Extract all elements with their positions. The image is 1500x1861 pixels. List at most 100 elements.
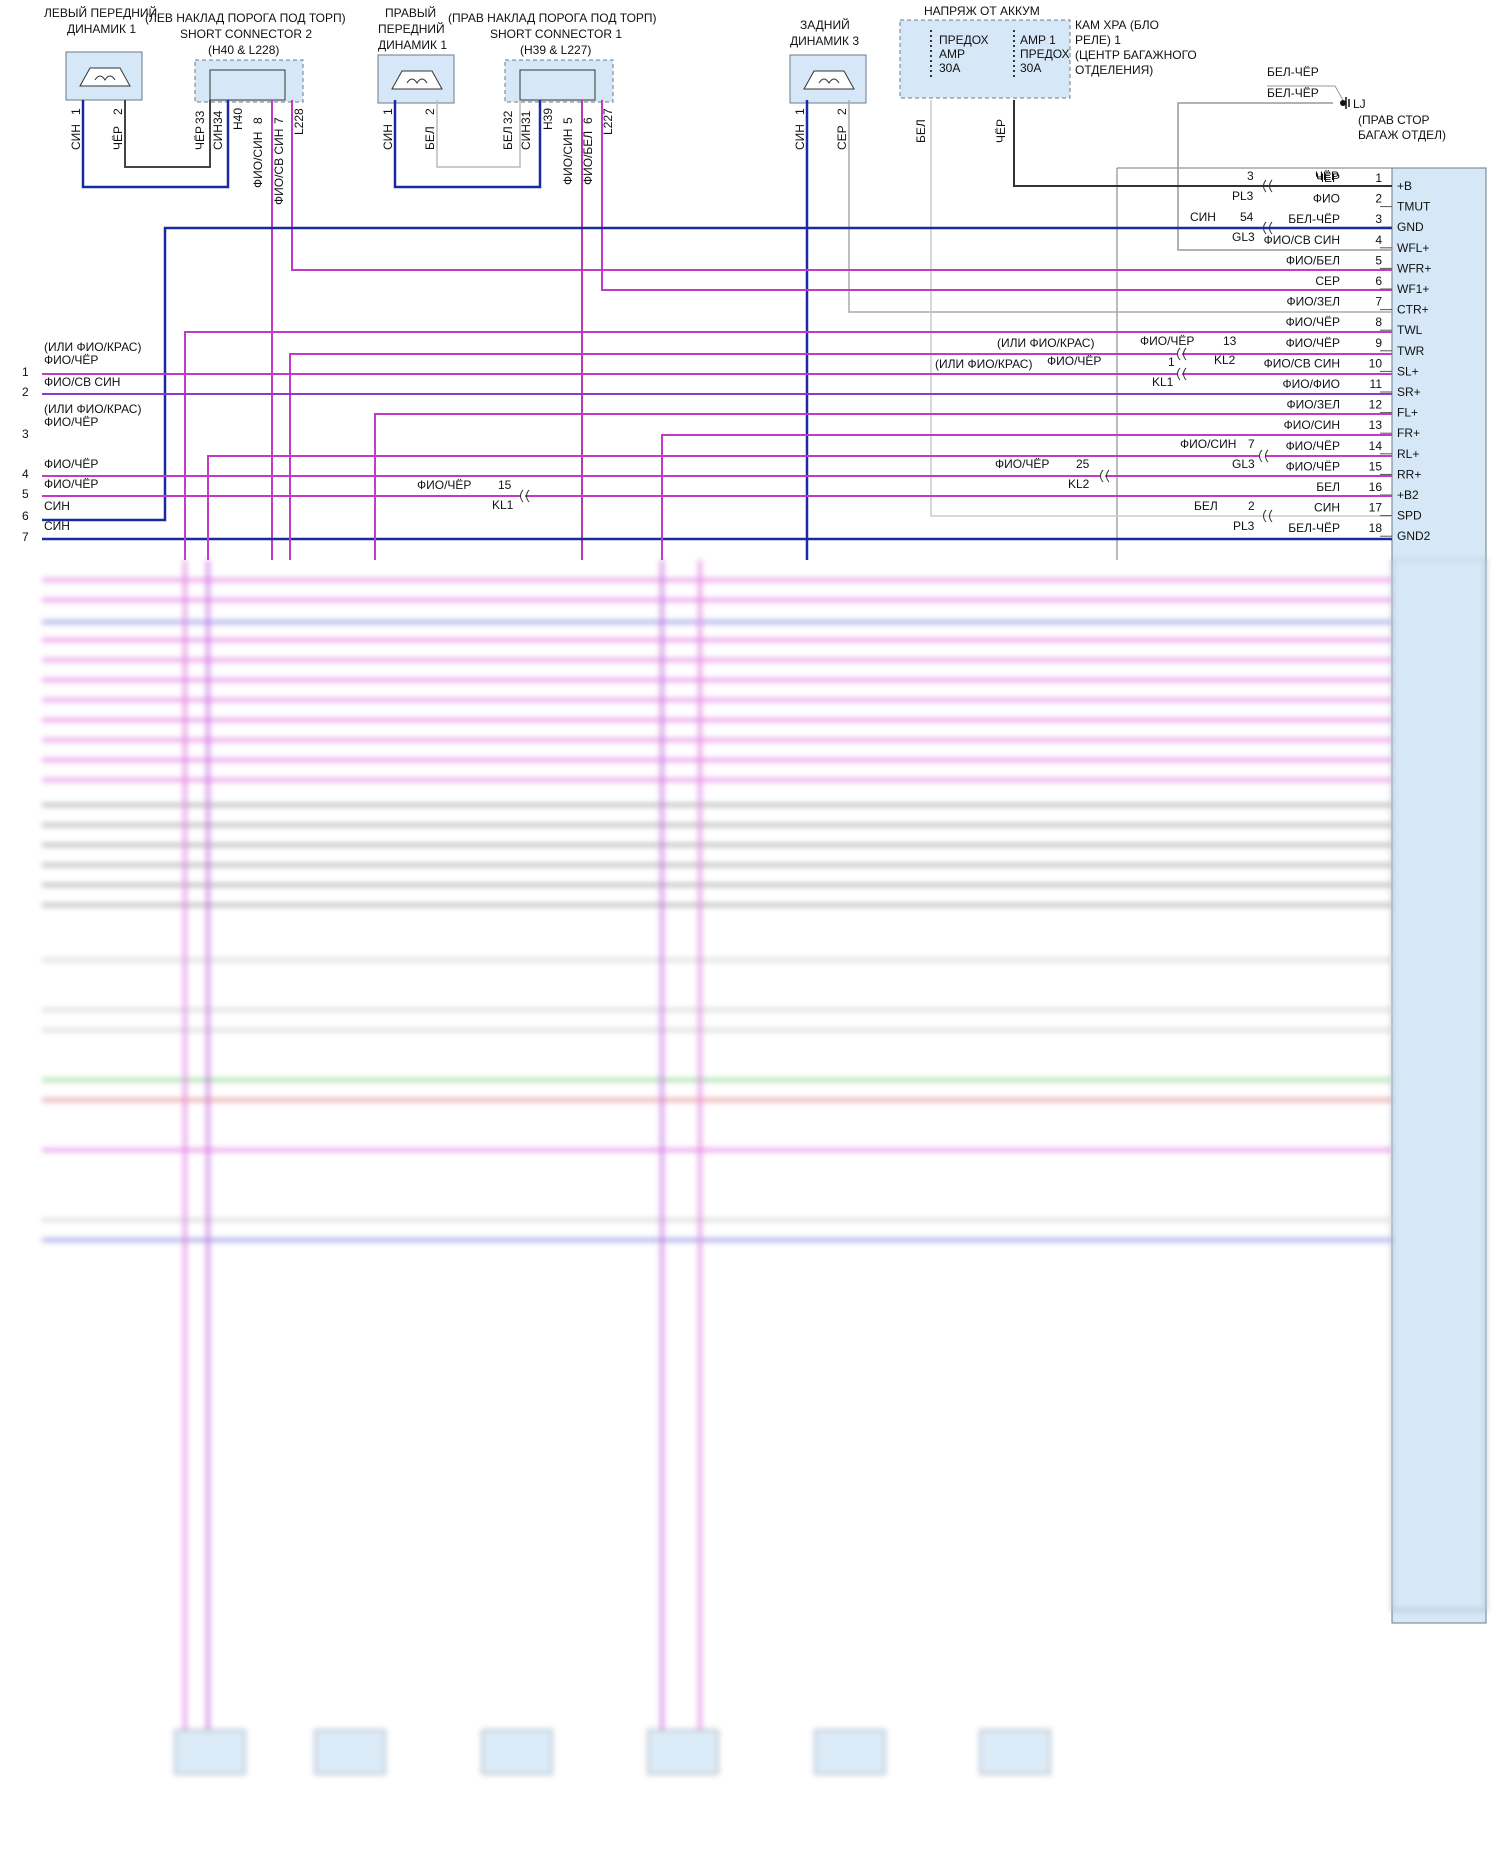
- svg-text:ФИО/ЧЁР: ФИО/ЧЁР: [44, 353, 98, 367]
- module-pin-number: 1: [1375, 171, 1382, 185]
- module-pin-wire: ФИО/ЧЁР: [1286, 336, 1340, 350]
- blurred-speaker: [314, 1729, 386, 1775]
- module-pin-wire: ФИО/ЧЁР: [1286, 439, 1340, 453]
- blurred-speaker: [814, 1729, 886, 1775]
- svg-text:2: 2: [423, 108, 437, 115]
- svg-text:ФИО/ЧЁР: ФИО/ЧЁР: [44, 415, 98, 429]
- blurred-speaker: [481, 1729, 553, 1775]
- svg-text:БЕЛ: БЕЛ: [1194, 499, 1218, 513]
- module-pin-wire: БЕЛ-ЧЁР: [1288, 521, 1340, 535]
- module-pin-wire: ФИО/СВ СИН: [1264, 233, 1340, 247]
- svg-text:(ИЛИ ФИО/КРАС): (ИЛИ ФИО/КРАС): [44, 402, 141, 416]
- svg-text:8: 8: [251, 117, 265, 124]
- svg-text:13: 13: [1223, 334, 1237, 348]
- module-pin-number: 4: [1375, 233, 1382, 247]
- module-pin-number: 9: [1375, 336, 1382, 350]
- fuse-left: ПРЕДОХ AMP 30A: [930, 30, 989, 80]
- svg-text:КАМ ХРА (БЛО: КАМ ХРА (БЛО: [1075, 18, 1159, 32]
- module-pin-name: RR+: [1397, 467, 1421, 481]
- fuse-wire-right: ЧЁР: [994, 119, 1008, 143]
- svg-text:2: 2: [111, 108, 125, 115]
- svg-text:33: 33: [193, 110, 207, 124]
- module-pin-name: FR+: [1397, 426, 1420, 440]
- module-pin-name: TWL: [1397, 323, 1423, 337]
- svg-text:SHORT CONNECTOR 2: SHORT CONNECTOR 2: [180, 27, 312, 41]
- svg-text:ДИНАМИК 1: ДИНАМИК 1: [67, 22, 136, 36]
- svg-text:РЕЛЕ) 1: РЕЛЕ) 1: [1075, 33, 1121, 47]
- module-pin-wire: СЕР: [1315, 274, 1340, 288]
- module-pin-number: 6: [1375, 274, 1382, 288]
- module-pin-name: SL+: [1397, 364, 1419, 378]
- inline-connectors: 3 PL3 ЧЁР СИН 54 GL3 (ИЛИ ФИО/КРАС) ФИО/…: [417, 169, 1339, 533]
- svg-text:ФИО/СИН: ФИО/СИН: [251, 132, 265, 188]
- svg-text:ФИО/ЧЁР: ФИО/ЧЁР: [1140, 334, 1194, 348]
- module-pin-wire: ФИО/ЧЁР: [1286, 459, 1340, 473]
- svg-text:ДИНАМИК 3: ДИНАМИК 3: [790, 34, 859, 48]
- module-pin-number: 5: [1375, 253, 1382, 267]
- svg-text:GL3: GL3: [1232, 230, 1255, 244]
- short-connector-2: (ЛЕВ НАКЛАД ПОРОГА ПОД ТОРП) SHORT CONNE…: [145, 11, 346, 103]
- svg-text:6: 6: [22, 509, 29, 523]
- battery-title: НАПРЯЖ ОТ АККУМ: [924, 4, 1040, 18]
- svg-text:1: 1: [1168, 355, 1175, 369]
- module-pin-name: +B2: [1397, 488, 1419, 502]
- svg-text:PL3: PL3: [1232, 189, 1254, 203]
- svg-text:ПЕРЕДНИЙ: ПЕРЕДНИЙ: [378, 21, 445, 36]
- speaker-left-front: ЛЕВЫЙ ПЕРЕДНИЙ ДИНАМИК 1: [44, 5, 157, 101]
- svg-text:СИН: СИН: [69, 124, 83, 150]
- svg-text:7: 7: [22, 530, 29, 544]
- module-pin-name: CTR+: [1397, 303, 1429, 317]
- svg-text:7: 7: [272, 117, 286, 124]
- module-pins: ЧЁР 1 +B ФИО 2 TMUT БЕЛ-ЧЁР 3 GND ФИО/СВ СИН 4 WFL+…: [1264, 171, 1432, 543]
- svg-text:ФИО/СВ СИН: ФИО/СВ СИН: [44, 375, 120, 389]
- svg-text:БЕЛ-ЧЁР: БЕЛ-ЧЁР: [1267, 86, 1319, 100]
- module-pin-name: RL+: [1397, 447, 1419, 461]
- module-pin-name: WF1+: [1397, 282, 1429, 296]
- module-pin-wire: ФИО/ЧЁР: [1286, 315, 1340, 329]
- left-edge-labels: (ИЛИ ФИО/КРАС) ФИО/ЧЁР 1 ФИО/СВ СИН 2 (И…: [22, 340, 141, 544]
- speaker-right-front: ПРАВЫЙ ПЕРЕДНИЙ ДИНАМИК 1: [377, 5, 455, 104]
- svg-text:ОТДЕЛЕНИЯ): ОТДЕЛЕНИЯ): [1075, 63, 1153, 77]
- svg-text:(ИЛИ ФИО/КРАС): (ИЛИ ФИО/КРАС): [44, 340, 141, 354]
- module-pin-number: 14: [1369, 439, 1383, 453]
- svg-text:1: 1: [381, 108, 395, 115]
- svg-text:1: 1: [793, 108, 807, 115]
- svg-text:(ЛЕВ НАКЛАД ПОРОГА ПОД ТОРП): (ЛЕВ НАКЛАД ПОРОГА ПОД ТОРП): [145, 11, 346, 25]
- svg-text:H40: H40: [231, 108, 245, 130]
- svg-text:KL2: KL2: [1068, 477, 1090, 491]
- module-pin-wire: ФИО/ФИО: [1283, 377, 1341, 391]
- svg-text:34: 34: [211, 110, 225, 124]
- ground-lj: БЕЛ-ЧЁР БЕЛ-ЧЁР LJ (ПРАВ СТОР БАГАЖ ОТДЕ…: [1267, 65, 1446, 142]
- svg-text:ДИНАМИК 1: ДИНАМИК 1: [378, 38, 447, 52]
- svg-text:2: 2: [22, 385, 29, 399]
- module-pin-wire: СИН: [1314, 501, 1340, 515]
- module-pin-number: 12: [1369, 398, 1383, 412]
- svg-text:ЗАДНИЙ: ЗАДНИЙ: [800, 17, 850, 32]
- fuse-wire-left: БЕЛ: [914, 119, 928, 143]
- svg-text:ФИО/СВ СИН: ФИО/СВ СИН: [272, 129, 286, 205]
- svg-text:KL2: KL2: [1214, 353, 1236, 367]
- module-pin-number: 11: [1370, 377, 1383, 391]
- module-pin-wire: БЕЛ-ЧЁР: [1288, 212, 1340, 226]
- svg-text:L228: L228: [292, 108, 306, 135]
- svg-text:31: 31: [519, 110, 533, 124]
- fuse-right-line3: 30A: [1020, 61, 1041, 75]
- module-pin-wire: ФИО/ЗЕЛ: [1286, 398, 1340, 412]
- module-pin-name: TMUT: [1397, 200, 1431, 214]
- svg-text:LJ: LJ: [1353, 97, 1366, 111]
- svg-text:5: 5: [22, 487, 29, 501]
- svg-text:H39: H39: [541, 108, 555, 130]
- svg-text:ЧЁР: ЧЁР: [111, 126, 125, 150]
- module-pin-number: 15: [1369, 459, 1383, 473]
- module-pin-name: SR+: [1397, 385, 1421, 399]
- svg-text:SHORT CONNECTOR 1: SHORT CONNECTOR 1: [490, 27, 622, 41]
- module-pin-wire: БЕЛ: [1316, 480, 1340, 494]
- svg-text:ФИО/СИН: ФИО/СИН: [561, 129, 575, 185]
- svg-text:6: 6: [581, 117, 595, 124]
- fuse-left-line1: ПРЕДОХ: [939, 33, 989, 47]
- svg-text:ПРАВЫЙ: ПРАВЫЙ: [385, 5, 436, 20]
- svg-text:СИН: СИН: [381, 124, 395, 150]
- module-pin-number: 7: [1375, 295, 1382, 309]
- svg-text:ФИО/ЧЁР: ФИО/ЧЁР: [417, 478, 471, 492]
- module-pin-number: 10: [1369, 356, 1383, 370]
